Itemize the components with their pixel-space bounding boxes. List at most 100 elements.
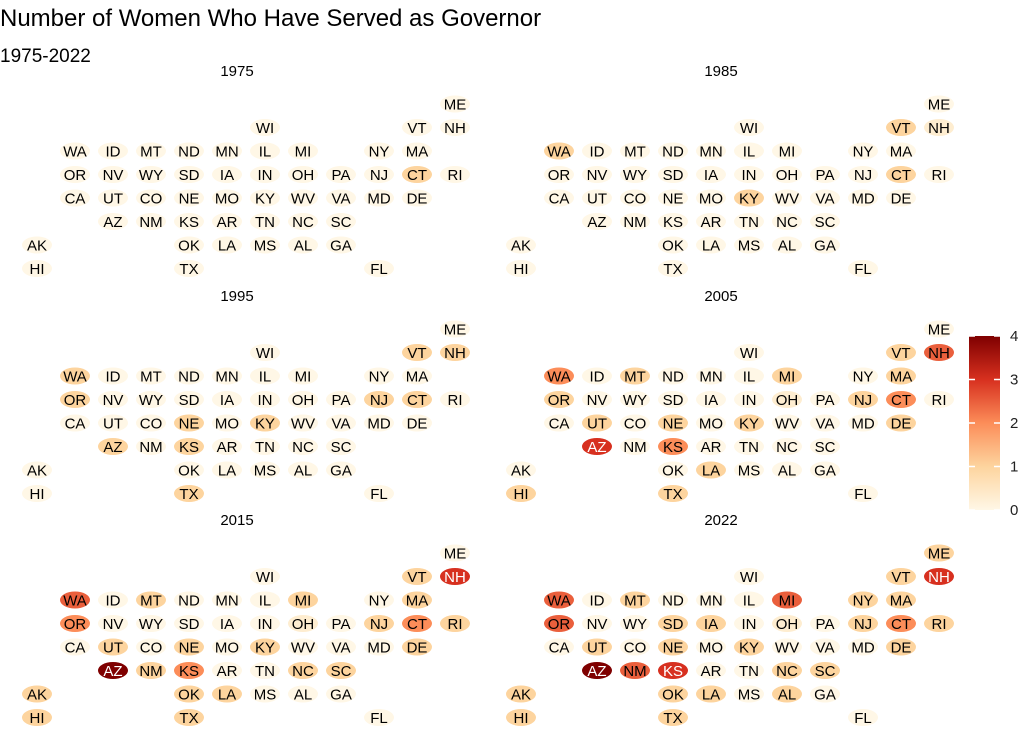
legend-tick-label: 1 (1010, 459, 1018, 476)
state-label: NM (139, 214, 162, 231)
state-label: NE (663, 191, 684, 208)
state-cell-hi: HI (506, 260, 536, 278)
state-cell-nh: NH (924, 568, 954, 586)
state-cell-mn: MN (212, 591, 242, 610)
state-cell-ne: NE (658, 189, 688, 208)
state-mark (402, 166, 432, 183)
state-mark (174, 485, 204, 502)
state-cell-ak: AK (506, 236, 536, 255)
state-label: TN (739, 439, 759, 456)
state-mark (60, 142, 90, 160)
state-label: OH (292, 167, 315, 184)
state-cell-in: IN (734, 391, 764, 409)
state-cell-vt: VT (886, 344, 916, 362)
state-mark (364, 391, 394, 408)
state-mark (696, 414, 726, 432)
state-mark (924, 344, 954, 361)
state-cell-va: VA (326, 189, 356, 208)
state-cell-ca: CA (60, 189, 90, 208)
state-mark (658, 485, 688, 502)
state-mark (924, 568, 954, 585)
state-mark (326, 166, 356, 183)
state-cell-sd: SD (174, 166, 204, 184)
state-cell-az: AZ (98, 662, 128, 680)
state-mark (886, 344, 916, 361)
state-label: KS (179, 214, 199, 231)
state-cell-mi: MI (772, 367, 802, 386)
state-mark (22, 236, 52, 254)
state-label: WV (775, 640, 799, 657)
state-mark (288, 142, 318, 160)
state-label: RI (448, 392, 463, 409)
state-mark (136, 166, 166, 183)
state-label: SD (663, 392, 684, 409)
state-label: OK (662, 687, 684, 704)
state-cell-sc: SC (810, 662, 840, 680)
state-cell-in: IN (734, 166, 764, 184)
state-label: CT (891, 616, 911, 633)
state-label: WY (139, 167, 163, 184)
state-mark (212, 142, 242, 160)
state-label: MN (699, 593, 722, 610)
panel-1985: 1985 ME WI VT NH WA ID MT ND MN IL MI NY MA OR NV WY SD IA… (506, 63, 954, 278)
state-mark (98, 189, 128, 207)
state-mark (848, 638, 878, 656)
state-cell-ut: UT (582, 638, 612, 657)
state-mark (364, 189, 394, 207)
state-cell-sd: SD (174, 391, 204, 409)
state-cell-ga: GA (810, 236, 840, 255)
state-label: ID (590, 144, 605, 161)
state-mark (848, 189, 878, 207)
state-label: WV (291, 191, 315, 208)
state-mark (848, 709, 878, 726)
state-mark (582, 213, 612, 230)
state-cell-nd: ND (658, 142, 688, 161)
state-cell-de: DE (402, 638, 432, 657)
panel-2022: 2022 ME WI VT NH WA ID MT ND MN IL MI NY MA OR NV WY SD IA… (506, 512, 954, 727)
state-label: TX (663, 710, 682, 727)
state-mark (250, 344, 280, 361)
state-label: AZ (587, 439, 606, 456)
state-label: MD (851, 416, 874, 433)
state-label: NV (587, 392, 608, 409)
state-label: HI (30, 486, 45, 503)
state-label: DE (407, 416, 428, 433)
state-mark (772, 414, 802, 432)
state-mark (848, 166, 878, 183)
state-label: MD (851, 191, 874, 208)
state-mark (212, 461, 242, 479)
state-label: AK (27, 463, 47, 480)
state-cell-ia: IA (696, 391, 726, 409)
state-mark (402, 591, 432, 609)
state-label: AZ (587, 663, 606, 680)
state-mark (734, 142, 764, 160)
state-label: ME (444, 322, 467, 339)
state-mark (174, 615, 204, 632)
state-mark (506, 709, 536, 726)
state-mark (250, 119, 280, 136)
state-mark (60, 391, 90, 408)
state-label: IN (742, 616, 757, 633)
state-mark (734, 662, 764, 679)
state-mark (658, 461, 688, 479)
state-cell-ks: KS (174, 662, 204, 680)
state-mark (772, 638, 802, 656)
state-mark (136, 142, 166, 160)
state-cell-md: MD (848, 638, 878, 657)
state-label: OH (292, 392, 315, 409)
state-label: OR (548, 392, 571, 409)
state-cell-ny: NY (364, 591, 394, 610)
state-label: DE (407, 191, 428, 208)
state-mark (734, 685, 764, 703)
state-mark (886, 615, 916, 632)
state-mark (924, 166, 954, 183)
state-cell-ky: KY (250, 189, 280, 208)
state-mark (848, 367, 878, 385)
state-mark (440, 391, 470, 408)
state-mark (136, 591, 166, 609)
state-mark (620, 414, 650, 432)
state-cell-ms: MS (250, 685, 280, 704)
state-mark (810, 638, 840, 656)
state-label: ND (662, 144, 684, 161)
state-cell-sc: SC (326, 662, 356, 680)
